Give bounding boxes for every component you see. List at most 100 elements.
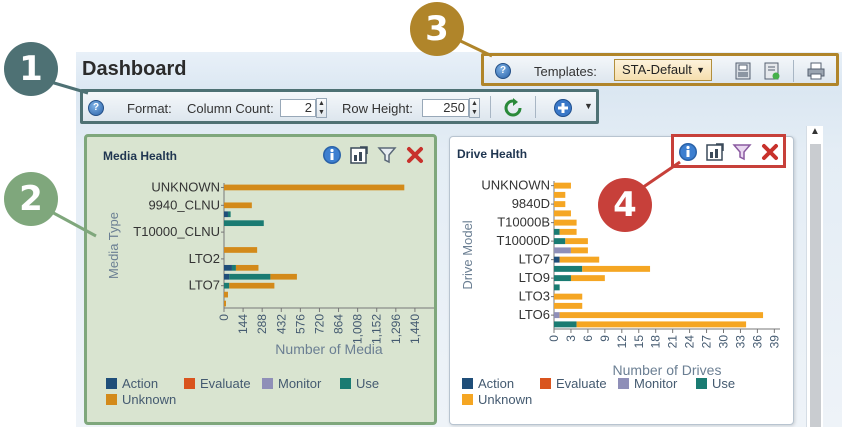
toolbar-separator xyxy=(535,96,536,118)
legend-swatch-unknown xyxy=(106,394,117,405)
save-template-icon[interactable] xyxy=(734,61,752,81)
media-health-title: Media Health xyxy=(103,149,178,163)
x-axis-title: Number of Drives xyxy=(613,362,722,377)
legend-action: Action xyxy=(122,376,159,391)
bar-unknown xyxy=(224,184,405,191)
legend-swatch-use xyxy=(340,378,351,389)
bar-use xyxy=(554,238,566,245)
callout-4: 4 xyxy=(598,178,652,232)
bar-unknown xyxy=(554,191,566,198)
bar-unknown xyxy=(554,293,583,300)
x-tick-label: 3 xyxy=(564,335,578,342)
filter-icon[interactable] xyxy=(732,142,752,162)
templates-toolbar: ? Templates: STA-Default ▼ xyxy=(481,53,839,86)
y-tick-label: UNKNOWN xyxy=(481,178,550,193)
y-axis-title: Media Type xyxy=(106,212,121,279)
drive-health-title: Drive Health xyxy=(457,147,528,161)
bar-unknown xyxy=(229,282,275,289)
dashboard-scrollbar[interactable]: ▲ xyxy=(806,126,823,427)
y-tick-label: LTO2 xyxy=(189,251,220,266)
x-tick-label: 1,296 xyxy=(389,314,403,344)
add-widget-icon[interactable] xyxy=(553,98,573,118)
bar-action xyxy=(224,264,232,271)
legend-swatch-evaluate xyxy=(540,378,551,389)
y-tick-label: UNKNOWN xyxy=(151,179,220,194)
legend-unknown: Unknown xyxy=(478,392,533,407)
bar-action xyxy=(224,211,228,218)
scroll-up-icon[interactable]: ▲ xyxy=(810,126,820,137)
x-axis-title: Number of Media xyxy=(275,341,383,357)
scrollbar-thumb[interactable] xyxy=(810,144,821,427)
callout-1: 1 xyxy=(4,42,58,96)
legend-evaluate: Evaluate xyxy=(556,376,607,391)
bar-unknown xyxy=(270,273,297,280)
media-health-panel: Media Health UNKNOWN 9940_CLNU T10000_CLNU… xyxy=(84,134,437,425)
close-icon[interactable] xyxy=(760,142,780,162)
bar-unknown xyxy=(235,264,259,271)
x-tick-label: 39 xyxy=(767,335,781,349)
media-health-chart: UNKNOWN 9940_CLNU T10000_CLNU LTO2 LTO7 0 144 2… xyxy=(106,179,434,357)
y-tick-label: LTO9 xyxy=(519,270,550,285)
row-height-label: Row Height: xyxy=(342,101,413,116)
add-widget-dropdown-icon[interactable]: ▼ xyxy=(584,101,593,111)
export-chart-icon[interactable] xyxy=(705,142,725,162)
filter-icon[interactable] xyxy=(377,145,397,165)
format-toolbar: ? Format: Column Count: 2 ▲ ▼ Row Height:… xyxy=(80,89,599,124)
templates-label: Templates: xyxy=(534,64,597,79)
bar-unknown xyxy=(554,182,571,189)
export-chart-icon[interactable] xyxy=(349,145,369,165)
print-icon[interactable] xyxy=(806,61,826,81)
bar-use xyxy=(224,220,264,227)
y-tick-label: T10000_CLNU xyxy=(133,224,220,239)
y-tick-label: T10000B xyxy=(497,215,550,230)
bar-unknown xyxy=(224,202,252,209)
x-tick-label: 0 xyxy=(217,314,231,321)
x-tick-label: 1,152 xyxy=(370,314,384,344)
bar-use xyxy=(227,211,231,218)
help-icon[interactable]: ? xyxy=(495,63,511,79)
x-tick-label: 24 xyxy=(683,335,697,349)
page-title: Dashboard xyxy=(82,58,187,80)
bar-use xyxy=(231,264,236,271)
templates-select[interactable]: STA-Default ▼ xyxy=(614,59,712,81)
row-height-input[interactable]: 250 xyxy=(422,99,469,117)
refresh-icon[interactable] xyxy=(503,98,523,118)
format-label: Format: xyxy=(127,101,172,116)
callout-3: 3 xyxy=(410,2,464,56)
bar-use xyxy=(224,282,230,289)
close-icon[interactable] xyxy=(405,145,425,165)
x-tick-label: 12 xyxy=(615,335,629,349)
y-axis-title: Drive Model xyxy=(460,220,475,289)
legend-unknown: Unknown xyxy=(122,392,177,407)
x-tick-label: 15 xyxy=(632,335,646,349)
legend-evaluate: Evaluate xyxy=(200,376,251,391)
bar-unknown xyxy=(565,238,588,245)
chevron-down-icon: ▼ xyxy=(696,65,705,75)
x-tick-label: 288 xyxy=(255,314,269,334)
column-count-label: Column Count: xyxy=(187,101,274,116)
column-count-spinner[interactable]: ▲ ▼ xyxy=(316,98,327,118)
legend-swatch-unknown xyxy=(462,394,473,405)
x-tick-label: 30 xyxy=(717,335,731,349)
column-count-input[interactable]: 2 xyxy=(280,99,316,117)
x-tick-label: 6 xyxy=(581,335,595,342)
help-icon[interactable]: ? xyxy=(88,100,104,116)
bar-use xyxy=(554,265,583,272)
bar-unknown xyxy=(224,300,226,307)
bar-unknown xyxy=(570,247,588,254)
x-tick-label: 27 xyxy=(700,335,714,349)
bar-monitor xyxy=(554,247,571,254)
drive-panel-actions xyxy=(671,134,786,168)
info-icon[interactable] xyxy=(322,145,342,165)
bar-unknown xyxy=(554,219,577,226)
toolbar-separator xyxy=(793,60,794,82)
bar-unknown xyxy=(582,265,651,272)
row-height-spinner[interactable]: ▲ ▼ xyxy=(469,98,480,118)
manage-templates-icon[interactable] xyxy=(763,61,781,81)
legend-use: Use xyxy=(356,376,380,391)
x-tick-label: 0 xyxy=(547,335,561,342)
legend-swatch-action xyxy=(462,378,473,389)
x-tick-label: 720 xyxy=(312,314,326,334)
info-icon[interactable] xyxy=(678,142,698,162)
